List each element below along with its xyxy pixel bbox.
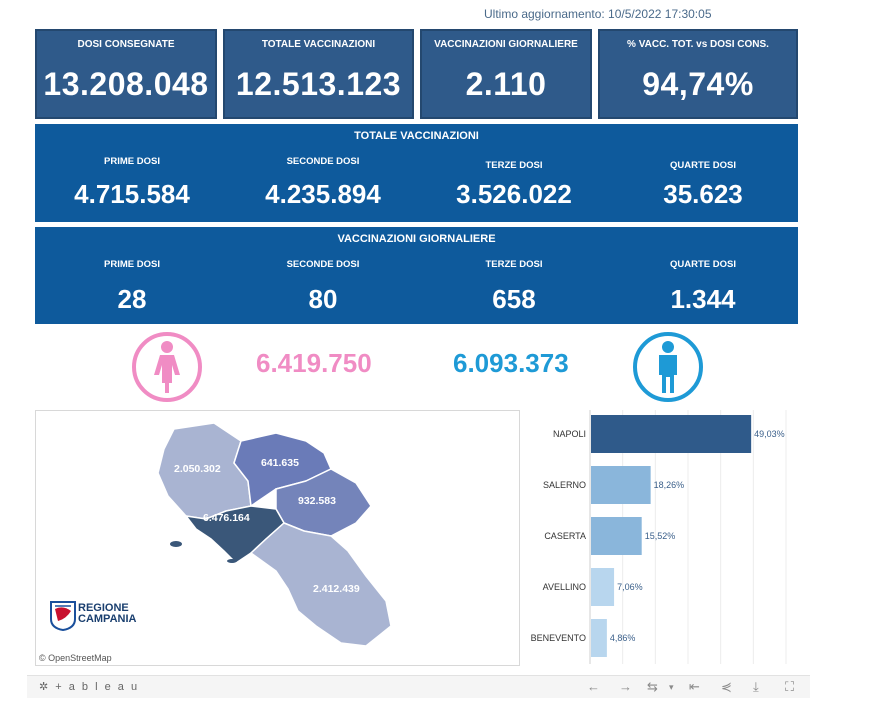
bar-avellino[interactable] <box>591 568 615 606</box>
kpi-value: 2.110 <box>465 66 547 102</box>
bar-category-label: BENEVENTO <box>531 633 586 643</box>
bar-category-label: CASERTA <box>544 531 586 541</box>
bar-category-label: AVELLINO <box>543 582 586 592</box>
band-title: TOTALE VACCINAZIONI <box>354 130 479 142</box>
kpi-value: 94,74% <box>642 66 754 102</box>
island-capri <box>227 559 237 563</box>
kpi-title: VACCINAZIONI GIORNALIERE <box>434 39 578 50</box>
bar-benevento[interactable] <box>591 619 607 657</box>
col-label: SECONDE DOSI <box>286 259 360 270</box>
regione-campania-logo: REGIONE CAMPANIA <box>50 601 136 636</box>
logo-line1: REGIONE <box>78 602 129 614</box>
kpi-value: 13.208.048 <box>43 66 209 102</box>
share-icon[interactable]: ⋞ <box>721 679 732 694</box>
tableau-brand: + a b l e a u <box>55 681 140 693</box>
map-label-napoli: 6.476.164 <box>203 512 250 524</box>
kpi-percentuale: % VACC. TOT. vs DOSI CONS. 94,74% <box>598 29 798 119</box>
download-icon[interactable]: ⤓ <box>753 679 759 694</box>
giorn-seconde-dosi: SECONDE DOSI 80 <box>228 259 418 315</box>
bar-value-label: 4,86% <box>610 633 636 643</box>
bar-category-label: SALERNO <box>543 480 586 490</box>
giorn-terze-dosi: TERZE DOSI 658 <box>419 259 609 315</box>
band-title: VACCINAZIONI GIORNALIERE <box>337 233 496 245</box>
bar-caserta[interactable] <box>591 517 642 555</box>
vaccinazioni-giornaliere-band: VACCINAZIONI GIORNALIERE PRIME DOSI 28 S… <box>35 227 798 324</box>
province-bar-chart: NAPOLI 49,03% SALERNO 18,26% CASERTA 15,52% AV… <box>523 410 803 664</box>
map-label-avellino: 932.583 <box>298 495 336 507</box>
tableau-logo[interactable]: ✲ + a b l e a u <box>39 680 139 693</box>
map-attribution[interactable]: © OpenStreetMap <box>39 653 112 663</box>
bar-value-label: 18,26% <box>654 480 685 490</box>
col-value: 3.526.022 <box>456 179 572 209</box>
revert-icon[interactable]: ⇆ <box>647 679 658 694</box>
bar-napoli[interactable] <box>591 415 752 453</box>
last-update: Ultimo aggiornamento: 10/5/2022 17:30:05 <box>484 7 712 21</box>
bar-value-label: 7,06% <box>617 582 643 592</box>
kpi-value: 12.513.123 <box>235 66 402 102</box>
bar-chart-svg: NAPOLI 49,03% SALERNO 18,26% CASERTA 15,52% AV… <box>531 410 787 664</box>
col-value: 4.235.894 <box>265 179 381 209</box>
tableau-logo-icon: ✲ <box>39 681 56 693</box>
male-icon <box>633 332 703 402</box>
map-label-caserta: 2.050.302 <box>174 463 221 475</box>
col-label: QUARTE DOSI <box>670 259 736 270</box>
totale-vaccinazioni-band: TOTALE VACCINAZIONI PRIME DOSI 4.715.584… <box>35 124 798 222</box>
female-count: 6.419.750 <box>256 348 372 378</box>
kpi-title: TOTALE VACCINAZIONI <box>261 39 376 50</box>
col-value: 35.623 <box>663 179 743 209</box>
campania-map[interactable]: 2.050.302 641.635 932.583 6.476.164 2.41… <box>35 410 520 666</box>
totale-terze-dosi: TERZE DOSI 3.526.022 <box>419 160 609 210</box>
undo-icon[interactable]: ← <box>587 679 600 694</box>
col-value: 80 <box>308 284 338 314</box>
kpi-title: % VACC. TOT. vs DOSI CONS. <box>627 39 769 50</box>
col-label: QUARTE DOSI <box>670 160 736 171</box>
col-value: 658 <box>492 284 536 314</box>
kpi-totale-vaccinazioni: TOTALE VACCINAZIONI 12.513.123 <box>223 29 414 119</box>
bar-salerno[interactable] <box>591 466 651 504</box>
tableau-toolbar: ✲ + a b l e a u ← → ⇆ ▾ ⇤ ⋞ ⤓ ⛶ <box>27 675 810 698</box>
map-label-salerno: 2.412.439 <box>313 583 360 595</box>
kpi-vaccinazioni-giornaliere: VACCINAZIONI GIORNALIERE 2.110 <box>420 29 592 119</box>
col-label: PRIME DOSI <box>104 156 160 167</box>
col-value: 4.715.584 <box>74 179 190 209</box>
giorn-quarte-dosi: QUARTE DOSI 1.344 <box>608 259 798 315</box>
totale-prime-dosi: PRIME DOSI 4.715.584 <box>37 156 227 210</box>
logo-line2: CAMPANIA <box>78 613 137 625</box>
totale-quarte-dosi: QUARTE DOSI 35.623 <box>608 160 798 210</box>
bar-category-label: NAPOLI <box>553 429 586 439</box>
fullscreen-icon[interactable]: ⛶ <box>785 679 795 694</box>
kpi-dosi-consegnate: DOSI CONSEGNATE 13.208.048 <box>35 29 217 119</box>
totale-seconde-dosi: SECONDE DOSI 4.235.894 <box>228 156 418 210</box>
col-value: 1.344 <box>670 284 736 314</box>
map-shapes <box>157 422 392 647</box>
bar-value-label: 15,52% <box>645 531 676 541</box>
region-salerno <box>249 522 392 647</box>
female-icon <box>132 332 202 402</box>
col-label: SECONDE DOSI <box>286 156 360 167</box>
redo-icon[interactable]: → <box>619 679 632 694</box>
kpi-title: DOSI CONSEGNATE <box>77 39 175 50</box>
chevron-down-icon[interactable]: ▾ <box>669 682 674 692</box>
island-ischia <box>170 541 182 547</box>
col-label: TERZE DOSI <box>485 160 543 171</box>
campania-shield-icon <box>50 601 76 632</box>
col-value: 28 <box>117 284 147 314</box>
reset-icon[interactable]: ⇤ <box>689 679 700 694</box>
col-label: TERZE DOSI <box>485 259 543 270</box>
male-count: 6.093.373 <box>453 348 569 378</box>
giorn-prime-dosi: PRIME DOSI 28 <box>37 259 227 315</box>
bar-value-label: 49,03% <box>754 429 785 439</box>
col-label: PRIME DOSI <box>104 259 160 270</box>
map-label-benevento: 641.635 <box>261 457 299 469</box>
